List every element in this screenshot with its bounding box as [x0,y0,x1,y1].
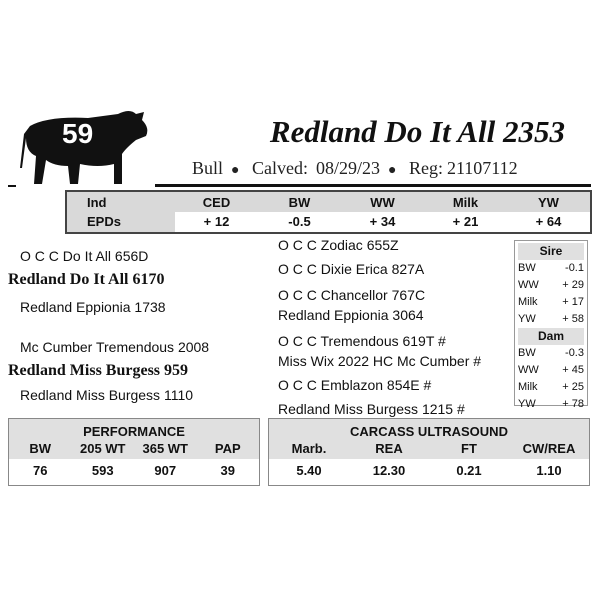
epd-value: -0.5 [258,212,341,232]
bullet-icon: ● [388,163,397,178]
performance-box: PERFORMANCE BW 205 WT 365 WT PAP 76 593 907 39 [8,418,260,486]
carcass-title: CARCASS ULTRASOUND [269,419,589,439]
col-header: PAP [214,441,241,456]
g3-ancestor: O C C Dixie Erica 827A [278,261,425,277]
reg-number: 21107112 [446,158,518,178]
animal-info: Bull ● Calved: 08/29/23 ● Reg: 21107112 [192,158,526,179]
sex: Bull [192,158,224,178]
value: 39 [220,463,235,478]
dam-epd-title: Dam [518,328,584,345]
sire-epd-title: Sire [518,243,584,260]
divider [8,185,16,187]
g3-ancestor: Redland Miss Burgess 1215 # [278,401,465,417]
animal-name: Redland Do It All 2353 [269,114,565,149]
col-header: REA [375,441,403,456]
trait: YW [518,313,536,325]
g3-ancestor: Miss Wix 2022 HC Mc Cumber # [278,353,482,369]
trait: Milk [518,381,538,393]
calved-label: Calved: [251,158,308,178]
value: 5.40 [296,463,322,478]
trait: Milk [518,296,538,308]
trait: WW [518,279,539,291]
col-header: Marb. [291,441,327,456]
trait: BW [518,262,536,274]
dam: Redland Miss Burgess 959 [8,362,189,379]
epd-value: + 34 [341,212,424,232]
g3-ancestor: O C C Chancellor 767C [278,287,426,303]
col-header: WW [370,194,395,210]
sire-sire: O C C Do It All 656D [20,248,149,264]
col-header: CED [202,194,231,210]
col-header: CW/REA [522,441,576,456]
value: 12.30 [372,463,406,478]
value: 907 [154,463,177,478]
lot-number: 59 [62,118,94,149]
g3-ancestor: Redland Eppionia 3064 [278,307,424,323]
col-header: Milk [452,194,479,210]
col-header: FT [461,441,477,456]
col-header: BW [288,194,311,210]
epd-table: Ind CED BW WW Milk YW EPDs + 12 -0.5 + 3… [65,190,592,234]
epd-value: + 12 [175,212,258,232]
value: + 17 [562,296,584,308]
epd-value: + 21 [424,212,507,232]
sire: Redland Do It All 6170 [8,271,165,288]
performance-title: PERFORMANCE [9,419,259,439]
row-label: Ind [87,194,107,210]
sire-dam-epd-box: Sire BW -0.1 WW + 29 Milk + 17 YW + 58 Dam B… [514,240,588,410]
trait: WW [518,364,539,376]
trait: YW [518,398,536,410]
dam-sire: Mc Cumber Tremendous 2008 [20,339,210,355]
col-header: BW [29,441,52,456]
dam-dam: Redland Miss Burgess 1110 [20,387,194,403]
value: 1.10 [536,463,562,478]
col-header: 365 WT [142,441,188,456]
value: + 78 [562,398,584,410]
value: -0.1 [565,262,584,274]
trait: BW [518,347,536,359]
value: + 25 [562,381,584,393]
g3-ancestor: O C C Tremendous 619T # [278,333,446,349]
value: -0.3 [565,347,584,359]
g3-ancestor: O C C Zodiac 655Z [278,237,399,253]
value: + 58 [562,313,584,325]
g3-ancestor: O C C Emblazon 854E # [278,377,432,393]
bull-silhouette-icon [20,111,148,184]
bullet-icon: ● [231,163,240,178]
value: + 29 [562,279,584,291]
calved-date: 08/29/23 [315,158,380,178]
reg-label: Reg: [408,158,443,178]
carcass-box: CARCASS ULTRASOUND Marb. REA FT CW/REA 5.40… [268,418,590,486]
sire-dam: Redland Eppionia 1738 [20,299,166,315]
value: 0.21 [456,463,482,478]
value: 76 [33,463,48,478]
col-header: 205 WT [79,441,126,456]
epd-value: + 64 [507,212,590,232]
divider [155,184,591,187]
row-label: EPDs [67,212,175,232]
value: 593 [91,463,114,478]
col-header: YW [538,194,559,210]
value: + 45 [562,364,584,376]
